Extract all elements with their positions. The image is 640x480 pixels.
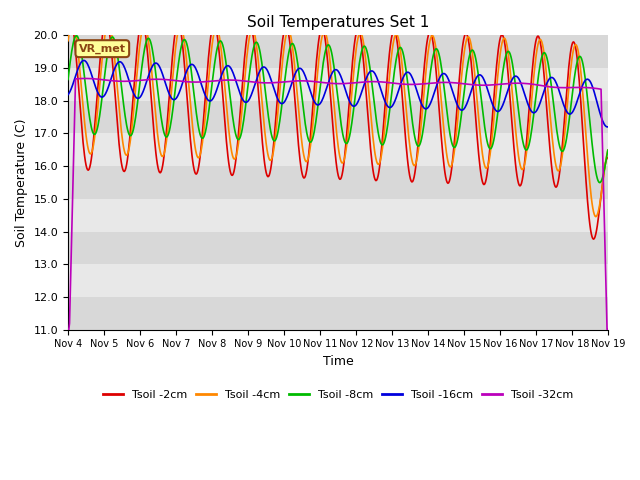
Bar [68,264,608,297]
Y-axis label: Soil Temperature (C): Soil Temperature (C) [15,118,28,247]
Bar [68,231,608,264]
Bar [68,36,608,68]
X-axis label: Time: Time [323,355,353,368]
Title: Soil Temperatures Set 1: Soil Temperatures Set 1 [247,15,429,30]
Bar [68,101,608,133]
Bar [68,199,608,231]
Bar [68,297,608,330]
Bar [68,166,608,199]
Text: VR_met: VR_met [79,44,126,54]
Bar [68,68,608,101]
Bar [68,133,608,166]
Legend: Tsoil -2cm, Tsoil -4cm, Tsoil -8cm, Tsoil -16cm, Tsoil -32cm: Tsoil -2cm, Tsoil -4cm, Tsoil -8cm, Tsoi… [99,385,577,404]
